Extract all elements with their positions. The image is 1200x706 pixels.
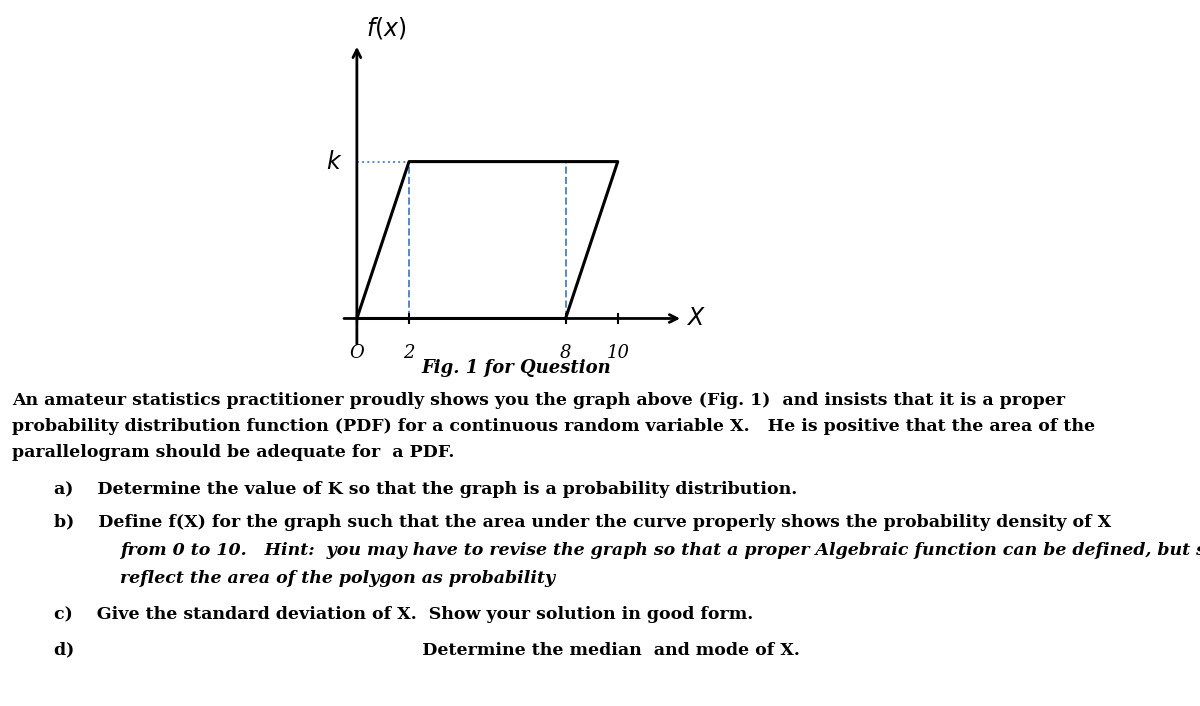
Text: c)    Give the standard deviation of X.  Show your solution in good form.: c) Give the standard deviation of X. Sho… [54, 606, 754, 623]
Text: probability distribution function (PDF) for a continuous random variable X.   He: probability distribution function (PDF) … [12, 418, 1096, 435]
Text: d)                                                          Determine the median: d) Determine the median [54, 641, 800, 658]
Text: An amateur statistics practitioner proudly shows you the graph above (Fig. 1)  a: An amateur statistics practitioner proud… [12, 392, 1066, 409]
Text: 10: 10 [606, 344, 629, 361]
Text: O: O [349, 344, 365, 361]
Text: from 0 to 10.   Hint:  you may have to revise the graph so that a proper Algebra: from 0 to 10. Hint: you may have to revi… [120, 542, 1200, 559]
Text: $k$: $k$ [326, 150, 342, 174]
Text: 8: 8 [560, 344, 571, 361]
Text: b)    Define f(X) for the graph such that the area under the curve properly show: b) Define f(X) for the graph such that t… [54, 514, 1111, 531]
Text: parallelogram should be adequate for  a PDF.: parallelogram should be adequate for a P… [12, 444, 455, 461]
Text: Fig. 1 for Question: Fig. 1 for Question [421, 359, 611, 376]
Text: reflect the area of the polygon as probability: reflect the area of the polygon as proba… [120, 570, 556, 587]
Text: 2: 2 [403, 344, 415, 361]
Text: $f(x)$: $f(x)$ [366, 15, 407, 41]
Text: a)    Determine the value of K so that the graph is a probability distribution.: a) Determine the value of K so that the … [54, 481, 797, 498]
Text: $X$: $X$ [685, 306, 706, 330]
